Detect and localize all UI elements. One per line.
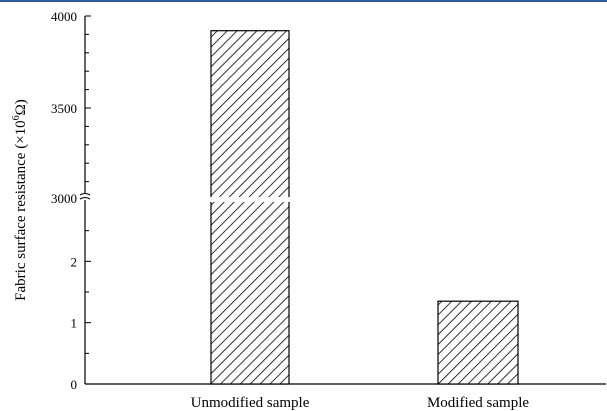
x-category-label: Modified sample xyxy=(427,395,529,411)
tick-labels: 0 1 2 3000 3500 4000 xyxy=(51,9,77,392)
axes xyxy=(79,16,606,385)
y-tick-label: 4000 xyxy=(51,9,77,24)
bar-break-gap xyxy=(210,197,290,202)
y-tick-label: 0 xyxy=(71,377,78,392)
category-labels: Unmodified sample Modified sample xyxy=(191,395,530,411)
y-tick-label: 2 xyxy=(71,254,78,269)
minor-ticks xyxy=(85,15,91,385)
y-tick-label: 1 xyxy=(71,316,78,331)
x-category-label: Unmodified sample xyxy=(191,395,310,411)
y-tick-label: 3500 xyxy=(51,101,77,116)
bar-modified-sample xyxy=(437,300,519,385)
y-tick-label: 3000 xyxy=(51,191,77,206)
bars xyxy=(210,30,519,385)
axis-break-marks xyxy=(79,192,91,200)
bar-unmodified-sample xyxy=(210,30,290,385)
y-axis-title: Fabric surface resistance (×106Ω) xyxy=(11,99,29,301)
top-accent-bar xyxy=(0,0,607,2)
